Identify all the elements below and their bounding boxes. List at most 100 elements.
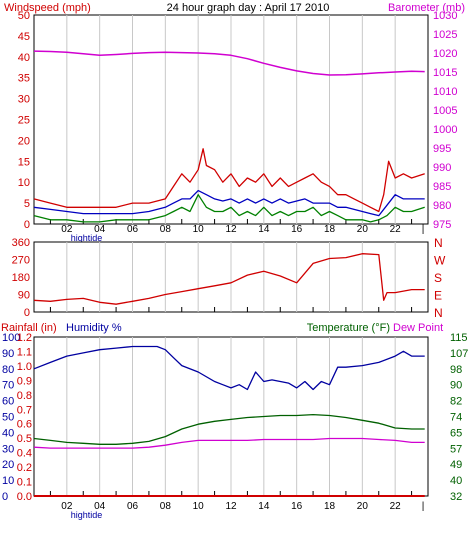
y-right-tick-label: 990 (433, 162, 451, 174)
y-right-tick-label: 1025 (433, 29, 457, 41)
y-left-tick-label: 5 (24, 198, 30, 210)
y-tick-label: 0 (24, 307, 30, 319)
series-line-humidity (33, 345, 425, 391)
temperature-tick-label: 49 (450, 459, 462, 471)
rainfall-axis-title: Rainfall (in) (1, 322, 57, 334)
y-left-tick-label: 0 (24, 219, 30, 231)
series-line-low (33, 194, 425, 223)
y-right-tick-label: 1020 (433, 48, 457, 60)
y-right-tick-label: 1030 (433, 10, 457, 22)
x-tick-label: 02 (61, 501, 73, 512)
y-tick-label: 360 (12, 237, 30, 249)
humidity-tick-label: 20 (2, 459, 14, 471)
x-tick-label: 06 (127, 501, 139, 512)
humidity-tick-label: 60 (2, 396, 14, 408)
temperature-tick-label: 90 (450, 380, 462, 392)
y-tick-label: 270 (12, 255, 30, 267)
humidity-tick-label: 70 (2, 380, 14, 392)
x-tick-label: 16 (291, 501, 303, 512)
temperature-tick-label: 65 (450, 427, 462, 439)
series-line-direction (33, 253, 425, 305)
temperature-tick-label: 57 (450, 443, 462, 455)
y-left-tick-label: 50 (18, 10, 30, 22)
x-tick-label: 22 (390, 224, 402, 235)
temperature-tick-label: 115 (450, 332, 468, 344)
y-left-tick-label: 40 (18, 52, 30, 64)
y-right-tick-label: 1015 (433, 67, 457, 79)
x-tick-label: 12 (225, 224, 237, 235)
rainfall-tick-label: 0.9 (17, 375, 32, 387)
x-tick-label: | (422, 224, 425, 235)
rainfall-tick-label: 1.0 (17, 361, 32, 373)
compass-direction-label: E (434, 289, 442, 303)
x-tick-label: 10 (193, 501, 205, 512)
x-tick-label: 10 (193, 224, 205, 235)
humidity-tick-label: 40 (2, 427, 14, 439)
compass-direction-label: N (434, 306, 443, 320)
x-tick-label: 16 (291, 224, 303, 235)
x-tick-label: 04 (94, 224, 106, 235)
rainfall-tick-label: 0.1 (17, 477, 32, 489)
x-tick-label: 18 (324, 224, 336, 235)
dew-point-axis-title: Dew Point (393, 322, 443, 334)
series-line-barometer (33, 50, 425, 76)
y-tick-label: 180 (12, 272, 30, 284)
rainfall-tick-label: 0.8 (17, 390, 32, 402)
rainfall-tick-label: 0.0 (17, 491, 32, 503)
x-tick-label: 12 (225, 501, 237, 512)
x-tick-label: 02 (61, 224, 73, 235)
compass-direction-label: S (434, 271, 442, 285)
y-left-tick-label: 25 (18, 115, 30, 127)
rainfall-tick-label: 0.2 (17, 462, 32, 474)
right-axis-title: Barometer (mb) (388, 2, 465, 14)
x-tick-label: 08 (160, 501, 172, 512)
x-tick-label: 14 (258, 501, 270, 512)
rainfall-tick-label: 0.6 (17, 419, 32, 431)
rainfall-tick-label: 1.2 (17, 332, 32, 344)
temperature-tick-label: 32 (450, 491, 462, 503)
y-right-tick-label: 1000 (433, 124, 457, 136)
series-line-avg (33, 189, 425, 217)
y-left-tick-label: 10 (18, 177, 30, 189)
wind-barometer-panel: 02 04 06 08 10 12 14 16 18 20 22 |hightide051015202… (18, 10, 458, 243)
temperature-tick-label: 98 (450, 364, 462, 376)
humidity-tick-label: 30 (2, 443, 14, 455)
x-tick-label: 20 (357, 224, 369, 235)
compass-direction-label: W (434, 254, 446, 268)
temperature-tick-label: 82 (450, 396, 462, 408)
x-tick-label: 04 (94, 501, 106, 512)
rainfall-tick-label: 0.4 (17, 448, 32, 460)
rainfall-tick-label: 1.1 (17, 346, 32, 358)
humidity-tick-label: 0 (2, 491, 8, 503)
rainfall-tick-label: 0.5 (17, 433, 32, 445)
y-right-tick-label: 975 (433, 219, 451, 231)
y-right-tick-label: 980 (433, 200, 451, 212)
temperature-tick-label: 107 (450, 348, 468, 360)
hightide-label: hightide (71, 510, 103, 520)
hightide-label: hightide (71, 233, 103, 243)
x-tick-label: 06 (127, 224, 139, 235)
left-axis-title: Windspeed (mph) (4, 2, 91, 14)
humidity-tick-label: 80 (2, 364, 14, 376)
humidity-tick-label: 100 (2, 332, 20, 344)
y-left-tick-label: 45 (18, 31, 30, 43)
y-left-tick-label: 15 (18, 156, 30, 168)
y-right-tick-label: 1005 (433, 105, 457, 117)
temperature-tick-label: 40 (450, 475, 462, 487)
temperature-axis-title: Temperature (°F) (307, 322, 390, 334)
temperature-tick-label: 74 (450, 412, 462, 424)
compass-direction-label: N (434, 236, 443, 250)
humidity-tick-label: 50 (2, 412, 14, 424)
x-tick-label: 20 (357, 501, 369, 512)
humidity-tick-label: 10 (2, 475, 14, 487)
x-tick-label: 22 (390, 501, 402, 512)
y-right-tick-label: 1010 (433, 86, 457, 98)
y-left-tick-label: 20 (18, 135, 30, 147)
series-line-gust (33, 148, 425, 213)
chart-title: 24 hour graph day : April 17 2010 (167, 2, 330, 14)
x-tick-label: 14 (258, 224, 270, 235)
y-left-tick-label: 35 (18, 73, 30, 85)
rainfall-tick-label: 0.7 (17, 404, 32, 416)
